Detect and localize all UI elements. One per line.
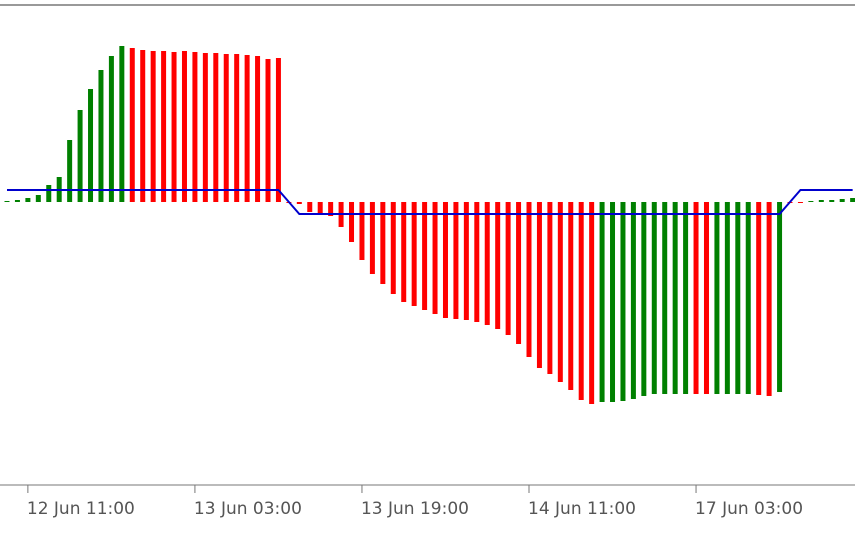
bar [14,200,20,202]
bar [714,202,720,394]
bar [98,70,104,202]
bar [839,199,845,202]
bar [213,53,219,202]
bar [829,200,835,202]
bar [578,202,584,400]
bar [77,110,83,202]
bar [88,89,94,202]
bar [808,201,814,202]
bar [140,50,146,202]
bar [401,202,407,302]
bar [4,201,10,202]
bar [317,202,323,214]
bar [129,48,135,202]
bar [599,202,605,402]
bar [850,198,855,202]
bar [756,202,762,395]
bar [641,202,647,396]
signal-line [7,189,853,215]
bar [432,202,438,314]
bar [797,202,803,203]
x-tick-label: 12 Jun 11:00 [27,499,135,519]
bar [119,46,125,202]
bar [463,202,469,320]
x-tick-label: 13 Jun 19:00 [361,499,469,519]
x-tick-label: 17 Jun 03:00 [695,499,803,519]
bar [328,202,334,216]
bar [442,202,448,318]
bar [390,202,396,294]
x-tick-label: 14 Jun 11:00 [528,499,636,519]
bar [766,202,772,396]
bar [724,202,730,394]
bar [255,56,261,202]
x-tick-label: 13 Jun 03:00 [194,499,302,519]
bar [181,51,187,202]
bar [307,202,313,212]
bar [630,202,636,399]
bar [526,202,532,357]
bar [662,202,668,394]
bar [495,202,501,329]
bar [703,202,709,394]
bar [369,202,375,274]
bar [610,202,616,402]
bar [296,202,302,204]
bar [359,202,365,260]
bar [777,202,783,392]
bar [25,198,31,202]
bar [516,202,522,344]
bar [161,51,167,202]
bar [275,58,281,202]
bar [67,140,73,202]
bar [547,202,553,374]
bar [620,202,626,401]
bar [735,202,741,394]
bar [202,53,208,202]
bar [150,51,156,202]
bar [349,202,355,242]
bar [453,202,459,319]
bar [672,202,678,394]
bar [265,59,271,202]
bar [745,202,751,394]
bar [589,202,595,404]
bar [505,202,511,335]
bar [651,202,657,394]
bar [411,202,417,306]
bar [108,56,114,202]
bar [234,54,240,202]
bar [484,202,490,325]
bar [693,202,699,394]
bar [818,200,824,202]
bar [244,55,250,202]
bar [557,202,563,382]
bar [380,202,386,284]
bar [171,52,177,202]
bar [35,195,41,202]
bar [683,202,689,394]
bar [223,54,229,202]
bar [536,202,542,368]
bar [422,202,428,310]
bar [474,202,480,322]
bar [192,52,198,202]
bar [46,185,52,202]
bar [568,202,574,390]
